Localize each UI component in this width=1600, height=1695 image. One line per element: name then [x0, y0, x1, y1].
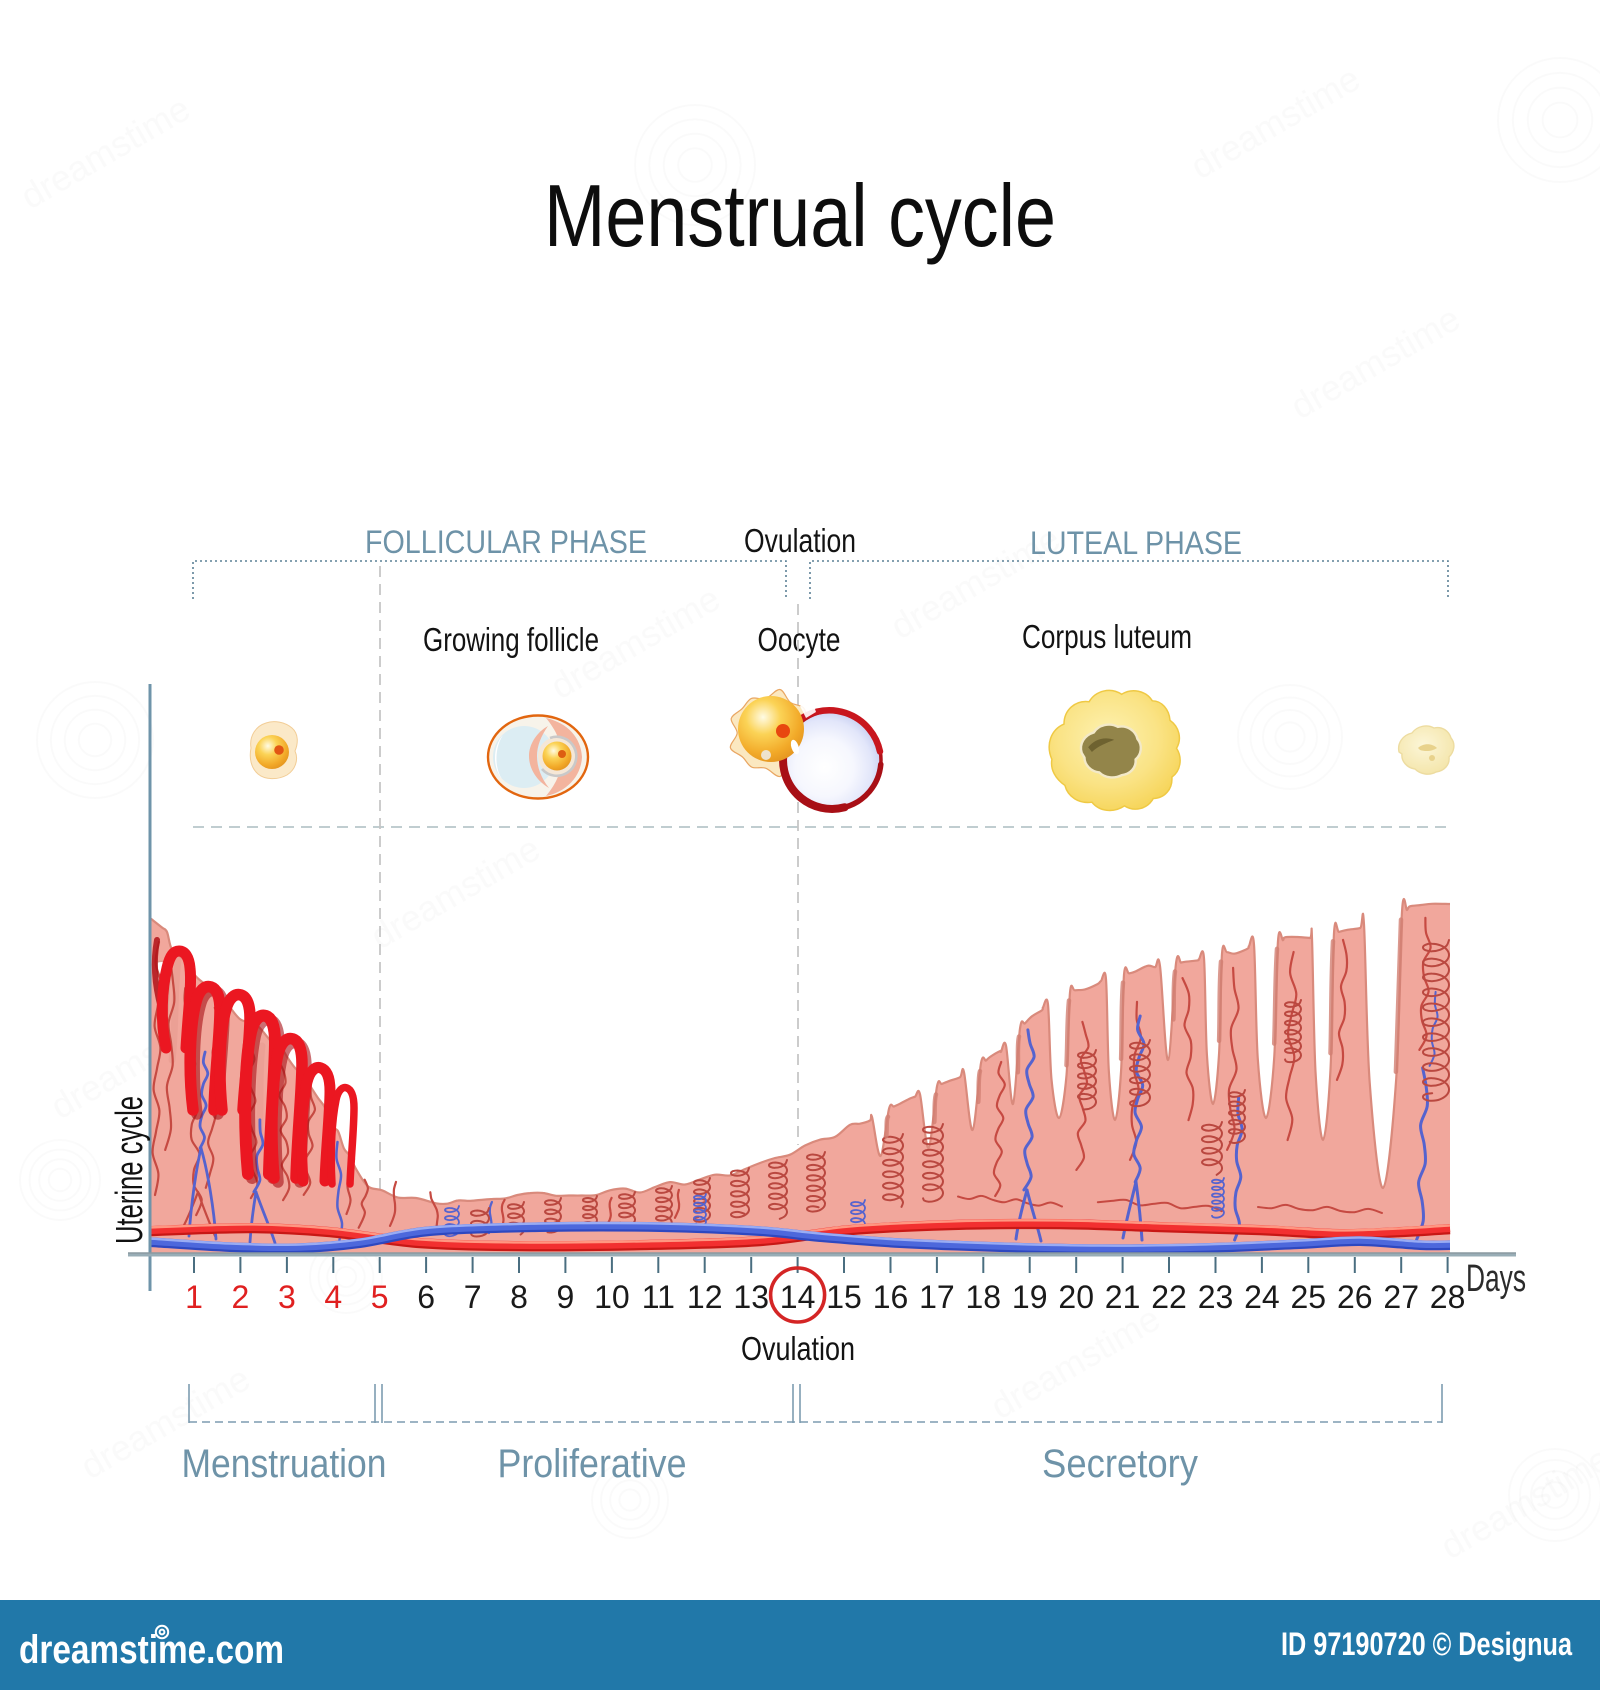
svg-text:7: 7: [464, 1279, 482, 1315]
svg-text:dreamstime.com: dreamstime.com: [19, 1628, 284, 1672]
svg-text:19: 19: [1012, 1279, 1048, 1315]
svg-text:Secretory: Secretory: [1042, 1442, 1198, 1486]
svg-text:25: 25: [1291, 1279, 1327, 1315]
svg-text:11: 11: [642, 1279, 675, 1315]
svg-text:Corpus luteum: Corpus luteum: [1022, 618, 1192, 655]
svg-text:23: 23: [1198, 1279, 1234, 1315]
svg-text:Proliferative: Proliferative: [498, 1442, 687, 1486]
svg-text:17: 17: [919, 1279, 955, 1315]
svg-text:LUTEAL PHASE: LUTEAL PHASE: [1030, 525, 1242, 561]
svg-text:18: 18: [966, 1279, 1002, 1315]
svg-text:3: 3: [278, 1279, 296, 1315]
svg-text:15: 15: [826, 1279, 862, 1315]
svg-text:21: 21: [1105, 1279, 1141, 1315]
svg-text:16: 16: [873, 1279, 909, 1315]
svg-text:Uterine cycle: Uterine cycle: [109, 1096, 151, 1244]
svg-text:27: 27: [1383, 1279, 1419, 1315]
svg-text:12: 12: [687, 1279, 723, 1315]
svg-text:1: 1: [185, 1279, 203, 1315]
svg-text:FOLLICULAR PHASE: FOLLICULAR PHASE: [365, 524, 647, 560]
svg-text:9: 9: [557, 1279, 575, 1315]
svg-text:26: 26: [1337, 1279, 1373, 1315]
svg-text:8: 8: [510, 1279, 528, 1315]
svg-text:Growing follicle: Growing follicle: [423, 621, 599, 658]
svg-text:28: 28: [1430, 1279, 1466, 1315]
svg-text:Menstrual cycle: Menstrual cycle: [544, 166, 1056, 265]
svg-text:13: 13: [733, 1279, 769, 1315]
svg-text:20: 20: [1058, 1279, 1094, 1315]
svg-text:Oocyte: Oocyte: [758, 621, 841, 658]
svg-text:Ovulation: Ovulation: [741, 1330, 855, 1367]
svg-text:6: 6: [417, 1279, 435, 1315]
svg-text:24: 24: [1244, 1279, 1280, 1315]
svg-text:5: 5: [371, 1279, 389, 1315]
svg-text:22: 22: [1151, 1279, 1187, 1315]
svg-text:10: 10: [594, 1279, 630, 1315]
svg-text:2: 2: [232, 1279, 250, 1315]
svg-text:Ovulation: Ovulation: [744, 522, 856, 559]
svg-text:4: 4: [324, 1279, 342, 1315]
svg-text:ID 97190720 © Designua: ID 97190720 © Designua: [1281, 1626, 1572, 1662]
svg-text:Days: Days: [1466, 1258, 1526, 1300]
svg-text:Menstruation: Menstruation: [182, 1442, 387, 1486]
svg-text:14: 14: [780, 1279, 816, 1315]
